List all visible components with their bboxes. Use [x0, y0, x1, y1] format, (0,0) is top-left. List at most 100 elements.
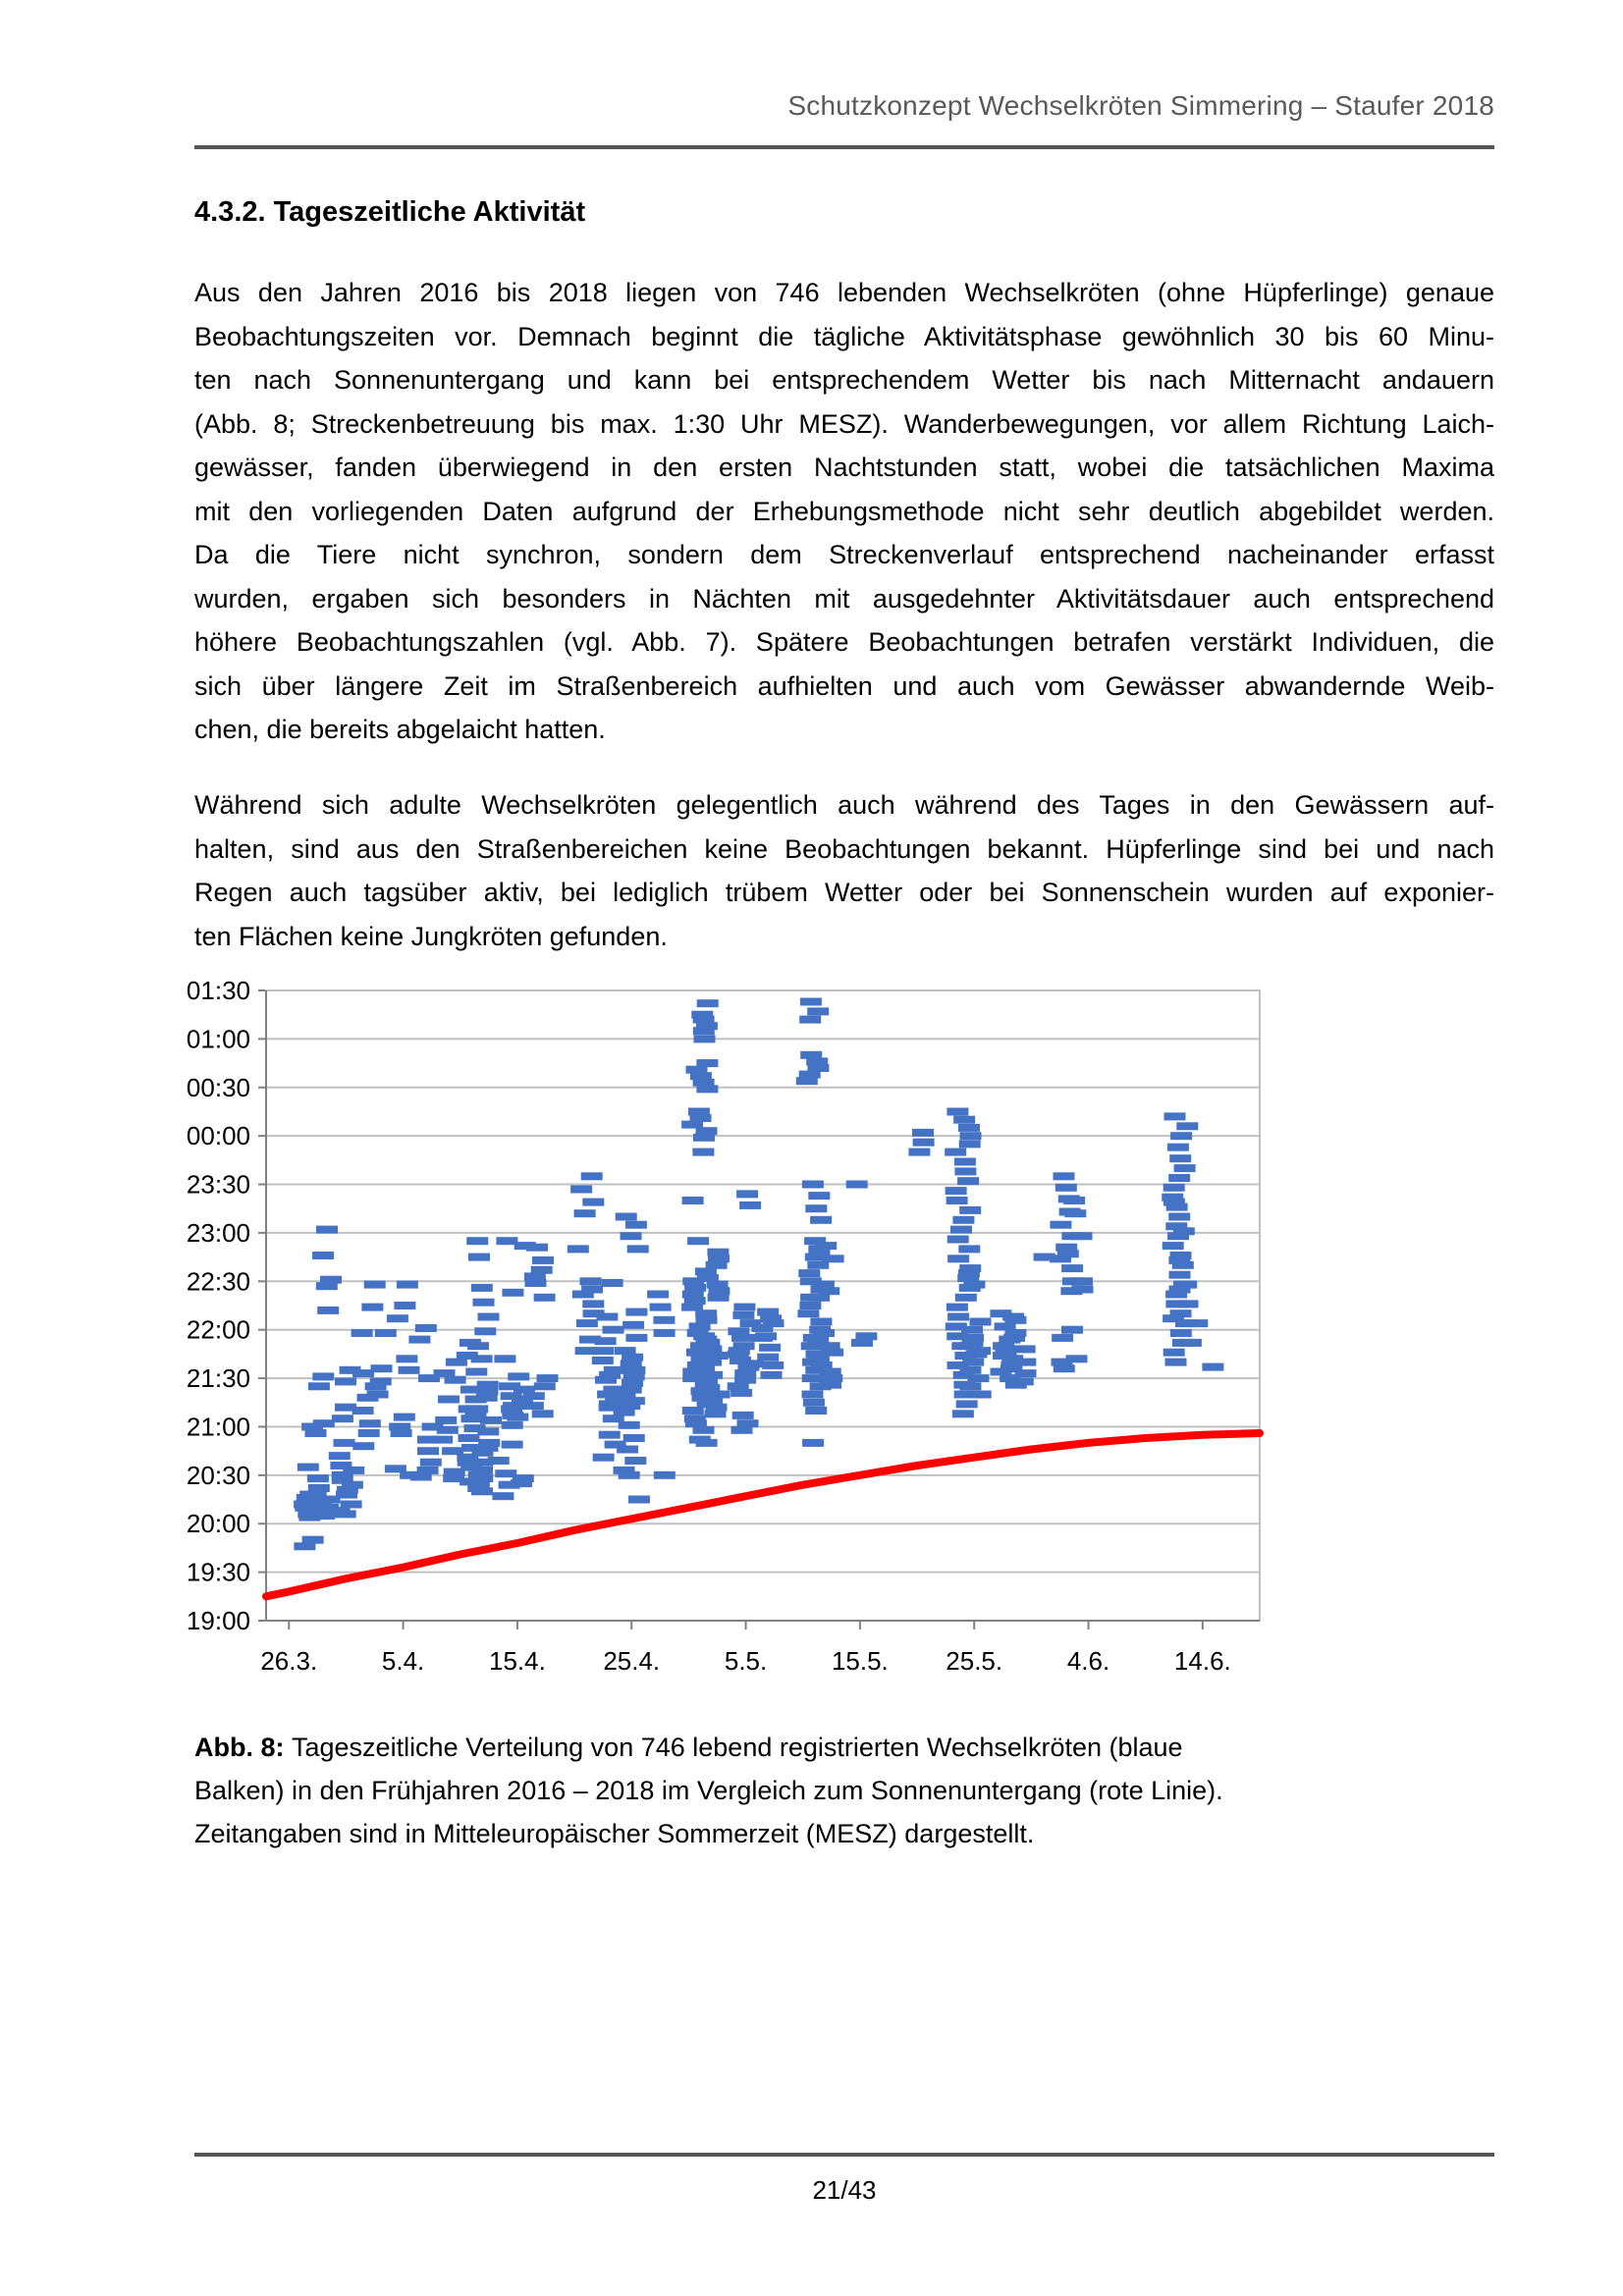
observation-marker [700, 1345, 723, 1354]
observation-marker [476, 1387, 499, 1396]
observation-marker [571, 1290, 594, 1299]
x-tick-label: 14.6. [1174, 1646, 1231, 1676]
observation-marker [730, 1425, 753, 1434]
observation-marker [480, 1415, 502, 1424]
observation-marker [581, 1285, 604, 1294]
observation-marker [802, 1438, 825, 1447]
text-line: chen, die bereits abgelaicht hatten. [194, 715, 606, 744]
observation-marker [760, 1314, 783, 1323]
observation-marker [708, 1255, 730, 1263]
observation-marker [957, 1269, 980, 1278]
observation-marker [946, 1303, 968, 1311]
observation-marker [1163, 1112, 1186, 1121]
y-tick-label: 22:30 [187, 1266, 250, 1296]
observation-marker [1165, 1222, 1188, 1231]
observation-marker [912, 1128, 934, 1137]
observation-marker [1071, 1277, 1093, 1286]
observation-marker [416, 1466, 439, 1474]
observation-marker [954, 1352, 977, 1360]
observation-marker [492, 1492, 514, 1501]
observation-marker [477, 1427, 500, 1436]
observation-marker [618, 1420, 640, 1429]
observation-marker [734, 1375, 757, 1384]
observation-marker [808, 1192, 831, 1201]
observation-marker [1163, 1314, 1185, 1323]
observation-marker [727, 1382, 749, 1391]
observation-marker [1014, 1369, 1037, 1378]
observation-marker [693, 1364, 715, 1373]
observation-marker [603, 1385, 625, 1394]
observation-marker [331, 1415, 353, 1423]
observation-marker [951, 1410, 974, 1418]
observation-marker [693, 1035, 716, 1043]
observation-marker [315, 1282, 338, 1291]
observation-marker [297, 1463, 319, 1471]
observation-marker [810, 1317, 833, 1326]
observation-marker [438, 1395, 460, 1404]
figure-caption: Abb. 8: Tageszeitliche Verteilung von 74… [194, 1726, 1373, 1855]
observation-marker [947, 1361, 969, 1369]
observation-marker [692, 1425, 715, 1434]
observation-marker [351, 1329, 373, 1337]
observation-marker [532, 1255, 554, 1264]
observation-marker [622, 1434, 645, 1442]
observation-marker [804, 1253, 827, 1261]
observation-marker [696, 1085, 719, 1094]
observation-marker [815, 1242, 838, 1251]
caption-line: Zeitangaben sind in Mitteleuropäischer S… [194, 1819, 1035, 1848]
observation-marker [751, 1324, 774, 1332]
observation-marker [394, 1302, 416, 1309]
observation-marker [1186, 1319, 1209, 1328]
y-tick-label: 01:30 [187, 976, 250, 1005]
observation-marker [409, 1472, 432, 1481]
observation-marker [1060, 1287, 1083, 1296]
observation-marker [623, 1365, 646, 1374]
observation-marker [460, 1385, 482, 1394]
observation-marker [695, 1127, 718, 1136]
observation-marker [416, 1435, 439, 1444]
observation-marker [683, 1415, 706, 1423]
observation-marker [707, 1248, 730, 1256]
observation-marker [798, 1269, 821, 1278]
figure-8-chart: 01:30 01:00 00:30 00:00 23:30 23:00 22:30 22:00… [163, 975, 1272, 1691]
observation-marker [317, 1306, 340, 1314]
observation-marker [625, 1333, 648, 1342]
section-heading: 4.3.2. Tageszeitliche Aktivität [194, 196, 586, 228]
observation-marker [328, 1452, 351, 1461]
observation-marker [304, 1490, 327, 1499]
observation-marker [647, 1290, 670, 1299]
observation-marker [957, 1274, 980, 1282]
observation-marker [806, 1057, 829, 1066]
observation-marker [799, 997, 822, 1006]
observation-marker [470, 1355, 493, 1363]
observation-marker [1168, 1285, 1191, 1294]
observation-marker [969, 1317, 992, 1326]
observation-marker [687, 1107, 710, 1116]
observation-marker [626, 1245, 649, 1254]
observation-marker [614, 1347, 636, 1356]
observation-marker [390, 1429, 412, 1437]
observation-marker [708, 1287, 730, 1296]
observation-marker [993, 1352, 1014, 1360]
observation-marker [366, 1390, 389, 1399]
observation-marker [1165, 1300, 1188, 1308]
observation-marker [1050, 1255, 1071, 1263]
observation-marker [807, 1007, 830, 1016]
observation-marker [313, 1512, 336, 1520]
caption-line: Abb. 8: Tageszeitliche Verteilung von 74… [194, 1733, 1183, 1762]
observation-marker [799, 1302, 822, 1309]
observation-marker [810, 1215, 833, 1224]
observation-marker [908, 1148, 931, 1156]
observation-marker [1033, 1253, 1055, 1261]
observation-marker [352, 1369, 374, 1378]
y-tick-label: 20:00 [187, 1509, 250, 1538]
observation-marker [384, 1465, 406, 1473]
observation-marker [574, 1347, 597, 1356]
observation-marker [1176, 1300, 1199, 1308]
text-line: ten Flächen keine Jungkröten gefunden. [194, 921, 668, 951]
observation-marker [296, 1502, 318, 1511]
observation-marker [1163, 1348, 1185, 1357]
observation-marker [1061, 1264, 1084, 1273]
observation-marker [947, 1235, 969, 1244]
observation-marker [419, 1458, 442, 1467]
